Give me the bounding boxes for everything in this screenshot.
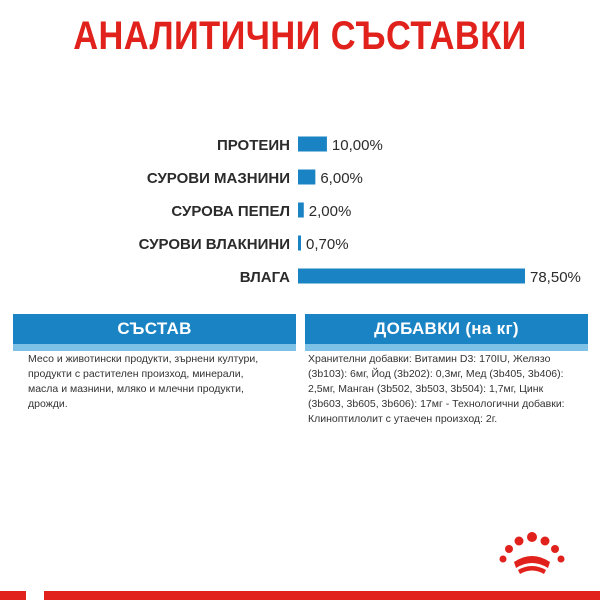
nutrient-bar-chart: ПРОТЕИН 10,00% СУРОВИ МАЗНИНИ 6,00% СУРОВА П…	[139, 136, 581, 286]
category-label: СУРОВИ ВЛАКНИНИ	[139, 236, 290, 253]
bar	[298, 169, 316, 185]
additives-text: Хранителни добавки: Витамин D3: 170IU, Ж…	[308, 353, 565, 425]
category-label: ВЛАГА	[240, 269, 290, 286]
additives-panel: ДОБАВКИ (на кг)	[305, 314, 588, 351]
value-label: 10,00%	[332, 137, 383, 154]
category-label: ПРОТЕИН	[217, 137, 290, 154]
additives-header: ДОБАВКИ (на кг)	[305, 314, 588, 344]
page-title: АНАЛИТИЧНИ СЪСТАВКИ	[73, 14, 527, 58]
bar	[298, 202, 304, 218]
bar	[298, 235, 301, 251]
composition-panel: СЪСТАВ	[13, 314, 296, 351]
royal-canin-crown-icon	[499, 532, 565, 574]
value-label: 0,70%	[306, 236, 349, 253]
category-label: СУРОВИ МАЗНИНИ	[147, 170, 290, 187]
category-label: СУРОВА ПЕПЕЛ	[171, 203, 290, 220]
value-label: 6,00%	[320, 170, 363, 187]
bottom-red-bar	[44, 591, 600, 600]
bottom-left-red-mark	[0, 591, 26, 600]
value-label: 2,00%	[309, 203, 352, 220]
composition-text: Месо и животински продукти, зърнени култ…	[28, 353, 259, 410]
additives-header-strip	[305, 344, 588, 351]
bar	[298, 136, 327, 152]
composition-header: СЪСТАВ	[13, 314, 296, 344]
bar	[298, 268, 525, 284]
composition-header-strip	[13, 344, 296, 351]
value-label: 78,50%	[530, 269, 581, 286]
